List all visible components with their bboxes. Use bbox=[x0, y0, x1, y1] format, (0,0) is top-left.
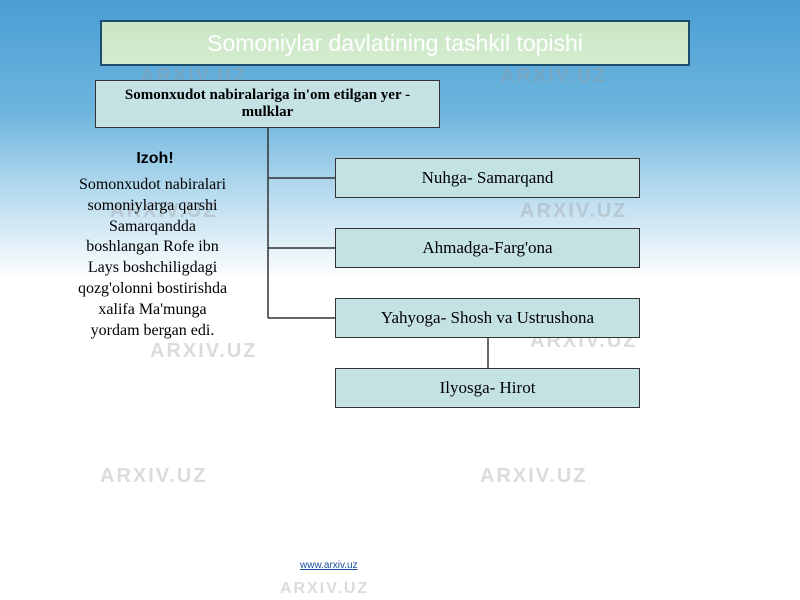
izoh-body: Somonxudot nabiralari somoniylarga qarsh… bbox=[75, 175, 230, 341]
child-node: Nuhga- Samarqand bbox=[335, 158, 640, 198]
izoh-title: Izoh! bbox=[85, 150, 225, 168]
child-node: Yahyoga- Shosh va Ustrushona bbox=[335, 298, 640, 338]
child-node-label: Ilyosga- Hirot bbox=[440, 378, 536, 398]
slide-title-box: Somoniylar davlatining tashkil topishi bbox=[100, 20, 690, 66]
watermark: ARXIV.UZ bbox=[150, 340, 258, 363]
child-node-label: Nuhga- Samarqand bbox=[422, 168, 554, 188]
root-node-label: Somonxudot nabiralariga in'om etilgan ye… bbox=[104, 87, 431, 121]
child-node-label: Yahyoga- Shosh va Ustrushona bbox=[381, 308, 594, 328]
watermark: ARXIV.UZ bbox=[100, 465, 208, 488]
watermark: ARXIV.UZ bbox=[480, 465, 588, 488]
slide-title: Somoniylar davlatining tashkil topishi bbox=[207, 30, 583, 57]
child-node-label: Ahmadga-Farg'ona bbox=[422, 238, 552, 258]
footer-link[interactable]: www.arxiv.uz bbox=[300, 560, 358, 571]
watermark: ARXIV.UZ bbox=[280, 580, 369, 598]
child-node: Ilyosga- Hirot bbox=[335, 368, 640, 408]
child-node: Ahmadga-Farg'ona bbox=[335, 228, 640, 268]
root-node: Somonxudot nabiralariga in'om etilgan ye… bbox=[95, 80, 440, 128]
